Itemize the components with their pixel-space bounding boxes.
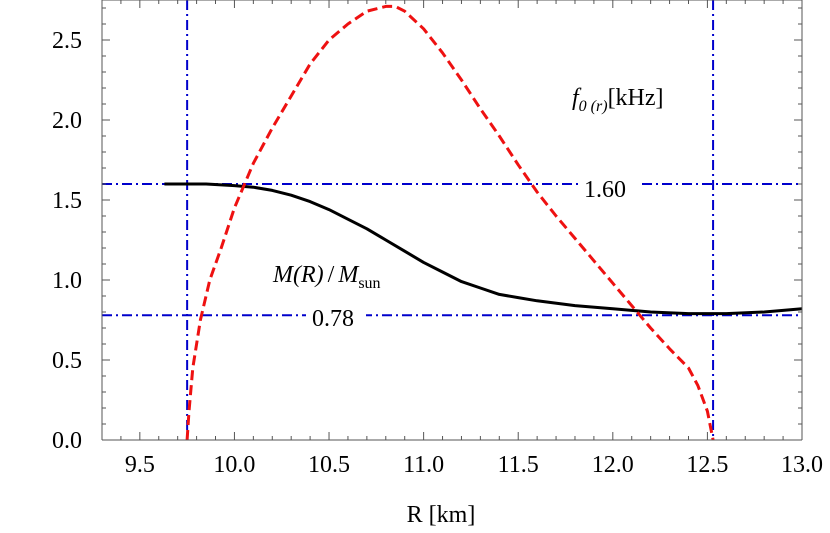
y-tick-label: 1.5 [52, 188, 82, 214]
x-tick-label: 13.0 [781, 452, 823, 478]
mass-radius-curve [164, 182, 803, 316]
frequency-curve [185, 4, 715, 441]
reference-label-0-78: 0.78 [312, 306, 354, 332]
x-tick-label: 10.5 [308, 452, 350, 478]
frequency-series-label: f0 (r)[kHz] [572, 85, 664, 115]
x-tick-label: 11.0 [403, 452, 444, 478]
mass-series-label: M(R) / Msun [272, 262, 381, 292]
y-tick-label: 0.0 [52, 428, 82, 454]
x-axis-ticks: 9.5 10.0 10.5 11.0 11.5 12.0 12.5 13.0 [120, 0, 823, 478]
y-tick-label: 1.0 [52, 268, 82, 294]
reference-label-1-60: 1.60 [584, 177, 626, 203]
x-tick-label: 12.5 [686, 452, 728, 478]
y-tick-label: 2.0 [52, 108, 82, 134]
y-axis-ticks: 0.0 0.5 1.0 1.5 2.0 2.5 [52, 7, 802, 454]
x-tick-label: 10.0 [213, 452, 255, 478]
y-tick-label: 0.5 [52, 348, 82, 374]
x-tick-label: 12.0 [592, 452, 634, 478]
y-tick-label: 2.5 [52, 28, 82, 54]
plot-area [101, 0, 803, 441]
x-axis-title: R [km] [407, 502, 476, 528]
label-1-60-bg [578, 176, 638, 200]
label-0-78-bg [306, 305, 366, 329]
x-tick-label: 11.5 [498, 452, 539, 478]
x-tick-label: 9.5 [125, 452, 155, 478]
